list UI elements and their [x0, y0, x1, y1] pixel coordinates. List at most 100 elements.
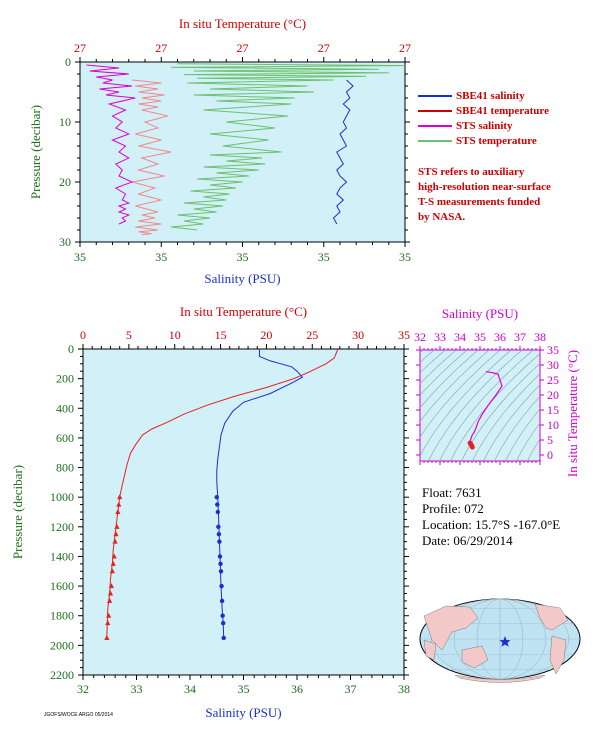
bottom-tick-label: 35 [318, 250, 330, 264]
y-tick-label: 2000 [50, 638, 74, 652]
temperature-marker [109, 568, 115, 574]
ts-top-tick-label: 37 [514, 330, 526, 344]
legend-swatch [418, 140, 452, 143]
density-contour [420, 350, 435, 363]
y-tick-label: 600 [56, 431, 74, 445]
density-contour [420, 350, 446, 374]
top-tick-label: 20 [260, 328, 272, 342]
ts-right-tick-label: 0 [547, 448, 553, 462]
density-contour [461, 363, 540, 461]
ts-top-tick-label: 34 [454, 330, 466, 344]
ts-top-tick-label: 36 [494, 330, 506, 344]
salinity-marker [220, 613, 225, 618]
sts-note: STS refers to auxiliary high-resolution … [418, 165, 598, 225]
y-tick-label: 1600 [50, 579, 74, 593]
profile-number: Profile: 072 [422, 501, 484, 516]
float-id: Float: 7631 [422, 485, 482, 500]
bottom-tick-label: 36 [291, 682, 303, 696]
top-tick-label: 10 [169, 328, 181, 342]
top-tick-label: 25 [306, 328, 318, 342]
temperature-marker [106, 597, 113, 603]
salinity-marker [219, 583, 224, 589]
note-line: T-S measurements funded [418, 196, 541, 208]
note-line: by NASA. [418, 211, 466, 223]
density-contour [420, 350, 512, 457]
temperature-marker [106, 612, 112, 618]
legend-swatch [418, 110, 452, 113]
legend-item-sbe41-salinity: SBE41 salinity [418, 90, 525, 104]
ts-right-tick-label: 25 [547, 373, 559, 387]
top-tick-label: 15 [215, 328, 227, 342]
profile-date: Date: 06/29/2014 [422, 533, 513, 548]
legend-label: STS temperature [456, 135, 537, 147]
y-tick-label: 1000 [50, 490, 74, 504]
temperature-marker [107, 590, 114, 596]
bottom-tick-label: 35 [399, 250, 411, 264]
y-tick-label: 0 [68, 342, 74, 356]
y-tick-label: 200 [56, 372, 74, 386]
world-map-panel [419, 598, 581, 683]
ts-deep-marker [470, 444, 475, 450]
y-tick-label: 2200 [50, 668, 74, 682]
near-surface-panel: 27 35 27 35 27 35 27 35 27 35 0 10 20 30 In situ Tempe… [28, 16, 411, 286]
map-land-north-america [534, 603, 569, 631]
ts-top-tick-label: 33 [434, 330, 446, 344]
salinity-marker [220, 620, 226, 626]
y-tick-label: 0 [65, 55, 71, 69]
legend-label: SBE41 salinity [456, 90, 525, 102]
top-tick-label: 27 [74, 41, 86, 55]
density-contour [428, 350, 523, 461]
density-contour [420, 350, 501, 438]
bottom-tick-label: 33 [131, 682, 143, 696]
bottom-tick-label: 34 [184, 682, 196, 696]
top-tick-label: 35 [398, 328, 410, 342]
temperature-marker [115, 509, 121, 514]
salinity-marker [217, 539, 222, 544]
ts-right-tick-label: 5 [547, 433, 553, 447]
salinity-marker [216, 524, 221, 530]
salinity-marker [215, 509, 221, 515]
ts-top-axis-title: Salinity (PSU) [442, 306, 518, 321]
ts-right-tick-label: 30 [547, 358, 559, 372]
bottom-axis-title: Salinity (PSU) [205, 705, 281, 720]
temperature-marker [104, 634, 110, 640]
temperature-marker [114, 523, 120, 529]
salinity-marker [216, 532, 222, 537]
salinity-marker [215, 502, 220, 507]
density-contour [420, 350, 490, 423]
legend-swatch [418, 125, 452, 128]
density-contour [494, 395, 540, 461]
map-land-australia [461, 645, 489, 669]
density-contour [483, 384, 540, 461]
temperature-marker [113, 531, 119, 537]
top-tick-label: 27 [318, 41, 330, 55]
density-contour [420, 350, 479, 409]
map-land-south-america [549, 635, 567, 675]
legend: SBE41 salinity SBE41 temperature STS sal… [418, 90, 598, 154]
ts-top-tick-label: 35 [474, 330, 486, 344]
float-location-star-icon [499, 636, 511, 647]
density-contour [472, 373, 540, 461]
y-tick-label: 800 [56, 461, 74, 475]
ts-right-tick-label: 35 [547, 343, 559, 357]
y-axis-title: Pressure (decibar) [10, 465, 25, 559]
bottom-axis-title: Salinity (PSU) [204, 271, 280, 286]
temperature-marker [117, 494, 123, 500]
salinity-marker [217, 554, 223, 559]
salinity-line [216, 349, 304, 639]
plot-area [79, 61, 406, 243]
ts-right-tick-label: 20 [547, 388, 559, 402]
top-tick-label: 27 [155, 41, 167, 55]
full-depth-panel: 0 5 10 15 20 25 30 35 32 33 34 35 36 37 38 0 200 400 600 80… [10, 304, 410, 720]
float-location: Location: 15.7°S -167.0°E [422, 517, 561, 532]
top-tick-label: 27 [399, 41, 411, 55]
y-tick-label: 30 [59, 235, 71, 249]
top-tick-label: 0 [80, 328, 86, 342]
map-land-antarctica [454, 674, 546, 683]
bottom-tick-label: 32 [77, 682, 89, 696]
legend-label: SBE41 temperature [456, 105, 549, 117]
top-tick-label: 27 [237, 41, 249, 55]
ts-right-tick-label: 10 [547, 418, 559, 432]
plot-area [82, 348, 405, 676]
